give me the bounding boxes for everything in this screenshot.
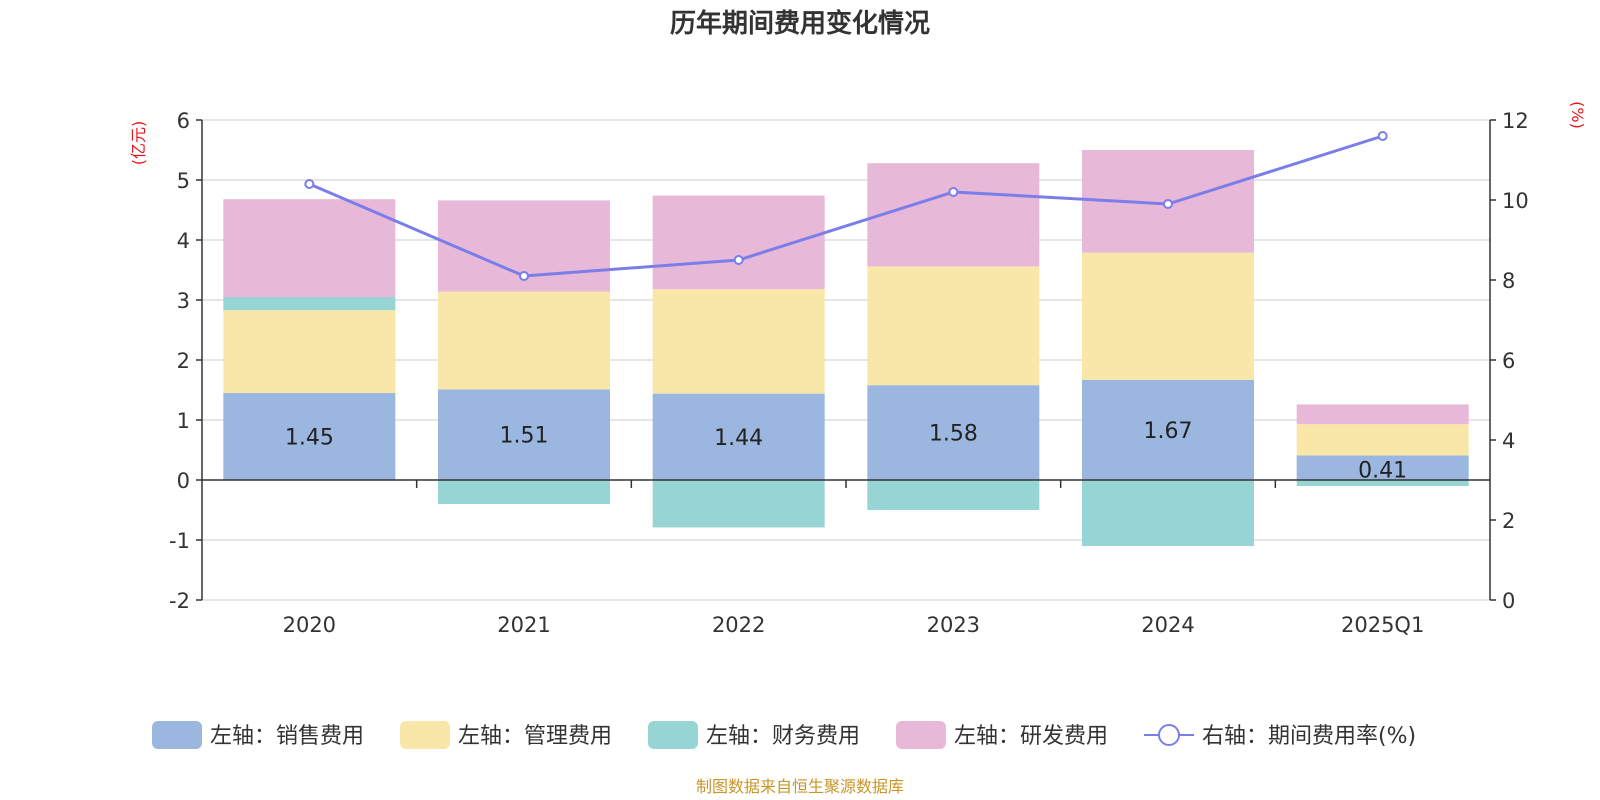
left-axis-tick-label: 3 xyxy=(177,289,190,313)
bar-segment xyxy=(223,297,396,311)
legend-item[interactable]: 左轴：销售费用 xyxy=(152,721,364,749)
bar-layer xyxy=(223,150,1469,546)
bar-segment xyxy=(223,393,396,480)
legend-item[interactable]: 左轴：研发费用 xyxy=(896,721,1108,749)
line-point xyxy=(304,179,315,189)
x-axis-label: 2020 xyxy=(283,613,336,637)
bar-segment xyxy=(867,163,1040,267)
x-axis-label: 2024 xyxy=(1141,613,1194,637)
left-axis-unit: (亿元) xyxy=(129,121,148,166)
bar-segment xyxy=(438,389,610,480)
x-axis-label: 2025Q1 xyxy=(1341,613,1424,637)
legend-label: 左轴：销售费用 xyxy=(210,724,364,749)
x-axis-label: 2022 xyxy=(712,613,765,637)
right-axis-tick-label: 4 xyxy=(1502,429,1515,453)
bar-segment xyxy=(867,480,1040,510)
legend-item[interactable]: 左轴：管理费用 xyxy=(400,721,612,749)
right-axis-tick-label: 0 xyxy=(1502,589,1515,613)
bar-segment xyxy=(867,385,1040,480)
x-axis-label: 2021 xyxy=(497,613,550,637)
left-axis-tick-label: -2 xyxy=(169,589,190,613)
bar-segment xyxy=(652,480,825,528)
legend-item[interactable]: 左轴：财务费用 xyxy=(648,721,860,749)
bar-segment xyxy=(223,310,396,393)
left-axis-tick-label: 4 xyxy=(177,229,190,253)
legend-swatch xyxy=(400,721,450,749)
bar-data-label: 1.44 xyxy=(714,426,763,451)
bar-data-label: 0.41 xyxy=(1358,458,1407,483)
bar-data-label: 1.45 xyxy=(285,426,334,451)
legend-label: 左轴：财务费用 xyxy=(706,724,860,749)
bar-segment xyxy=(438,480,610,504)
legend-circle-icon xyxy=(1158,724,1180,746)
legend-swatch xyxy=(896,721,946,749)
bar-segment xyxy=(1296,455,1469,480)
right-axis-tick-label: 2 xyxy=(1502,509,1515,533)
line-point xyxy=(1377,131,1388,141)
x-axis-label: 2023 xyxy=(927,613,980,637)
left-axis-tick-label: 5 xyxy=(177,169,190,193)
bar-segment xyxy=(1296,424,1469,456)
bar-data-label: 1.67 xyxy=(1144,419,1193,444)
legend-swatch xyxy=(152,721,202,749)
line-point xyxy=(519,271,529,281)
right-axis-tick-label: 8 xyxy=(1502,269,1515,293)
left-axis-tick-label: -1 xyxy=(169,529,190,553)
legend-label: 左轴：管理费用 xyxy=(458,724,612,749)
bar-data-label: 1.58 xyxy=(929,422,978,447)
left-axis-tick-label: 6 xyxy=(177,109,190,133)
chart-title: 历年期间费用变化情况 xyxy=(670,8,930,39)
legend-label: 左轴：研发费用 xyxy=(954,724,1108,749)
right-axis-tick-label: 10 xyxy=(1502,189,1529,213)
bar-segment xyxy=(1082,480,1254,546)
left-axis-tick-label: 1 xyxy=(177,409,190,433)
right-axis-unit: (%) xyxy=(1568,101,1587,129)
line-point xyxy=(1163,199,1173,209)
legend-swatch xyxy=(648,721,698,749)
bar-segment xyxy=(438,291,610,390)
legend-label: 右轴：期间费用率(%) xyxy=(1202,724,1416,749)
bar-segment xyxy=(1296,404,1469,425)
data-source-note: 制图数据来自恒生聚源数据库 xyxy=(696,777,904,796)
bar-segment xyxy=(223,199,396,297)
line-layer xyxy=(304,131,1388,281)
bar-segment xyxy=(1296,480,1469,486)
left-axis-tick-label: 2 xyxy=(177,349,190,373)
bar-segment xyxy=(1082,252,1254,380)
line-point xyxy=(733,255,744,265)
bar-data-label: 1.51 xyxy=(500,424,549,449)
legend-item[interactable]: 右轴：期间费用率(%) xyxy=(1144,724,1416,749)
bar-segment xyxy=(1082,379,1254,480)
legend: 左轴：销售费用 左轴：管理费用 左轴：财务费用 左轴：研发费用 右轴：期间费用率(%) xyxy=(152,721,1416,749)
left-axis-tick-label: 0 xyxy=(177,469,190,493)
bar-segment xyxy=(652,289,825,394)
line-point xyxy=(948,187,959,197)
expense-rate-line xyxy=(308,134,1384,278)
right-axis-tick-label: 12 xyxy=(1502,109,1529,133)
bar-segment xyxy=(652,393,825,480)
right-axis-tick-label: 6 xyxy=(1502,349,1515,373)
label-layer: 1.45 1.51 1.44 1.58 1.67 0.41 xyxy=(285,419,1407,484)
bar-segment xyxy=(867,266,1040,386)
